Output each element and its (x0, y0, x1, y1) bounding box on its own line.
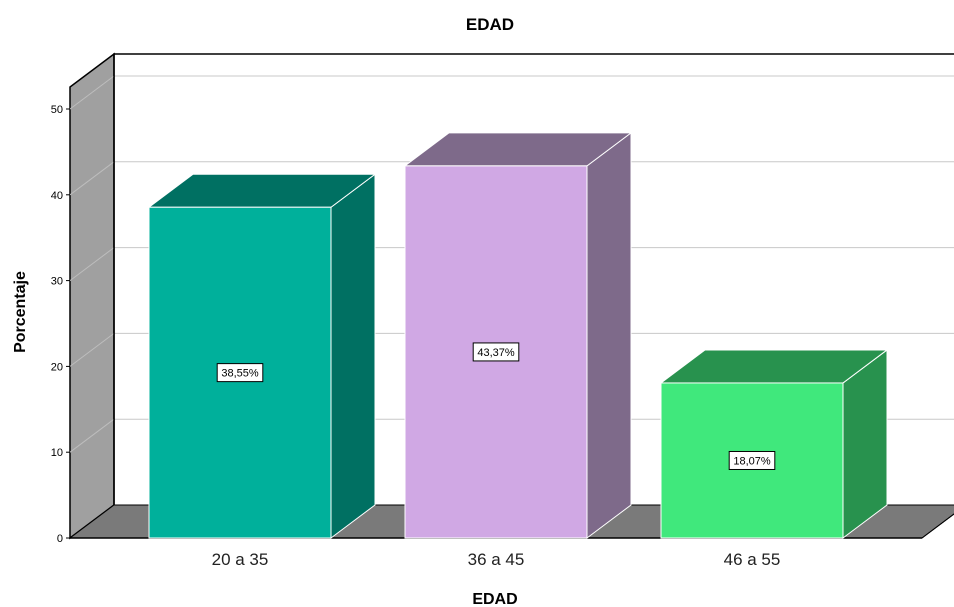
bar-side (586, 131, 632, 539)
floor-right-edge (921, 513, 954, 539)
back-wall-frame (113, 53, 954, 505)
x-tick-label: 20 a 35 (212, 550, 269, 569)
y-tick-label: 20 (51, 361, 63, 373)
x-tick-label: 36 a 45 (468, 550, 525, 569)
data-label-box (472, 342, 520, 362)
plot-area: 0 10 20 30 40 50 38,55% 20 a 35 43,37% 36 a 45 18,… (51, 52, 954, 569)
data-label-box (728, 450, 776, 470)
side-gridline (69, 75, 115, 110)
side-wall (69, 52, 115, 540)
bar-2: 43,37% (403, 131, 633, 539)
side-gridline (69, 161, 115, 196)
y-tick-label: 0 (57, 533, 63, 545)
bar-1: 38,55% (147, 173, 377, 539)
side-gridline (69, 332, 115, 367)
data-label: 43,37% (477, 347, 515, 359)
data-label: 38,55% (221, 368, 259, 380)
y-axis-title: Porcentaje (12, 271, 29, 353)
y-tick-label: 30 (51, 276, 63, 288)
x-axis-title: EDAD (472, 591, 517, 607)
y-tick-label: 50 (51, 104, 63, 116)
y-tick-label: 40 (51, 190, 63, 202)
chart-title: EDAD (466, 15, 514, 34)
side-gridline (69, 247, 115, 282)
x-tick-label: 46 a 55 (724, 550, 781, 569)
bar-3: 18,07% (659, 348, 889, 539)
data-label-box (216, 363, 264, 383)
data-label: 18,07% (733, 455, 771, 467)
y-tick-label: 10 (51, 447, 63, 459)
side-gridline (69, 418, 115, 453)
bar-side (330, 173, 376, 539)
